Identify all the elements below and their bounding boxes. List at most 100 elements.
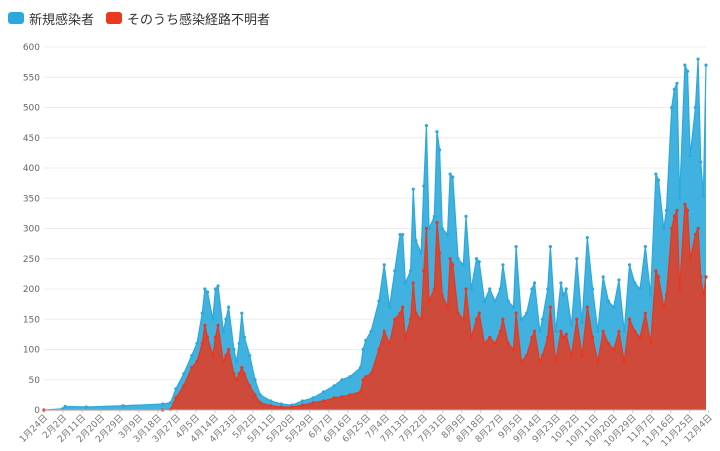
data-point bbox=[511, 305, 516, 309]
data-point bbox=[411, 187, 415, 191]
data-point bbox=[424, 226, 429, 231]
data-point bbox=[474, 257, 479, 261]
y-tick-label: 350 bbox=[23, 194, 40, 204]
data-point bbox=[279, 402, 283, 406]
data-point bbox=[469, 335, 473, 339]
data-point bbox=[448, 257, 452, 261]
data-point bbox=[205, 290, 210, 294]
data-point bbox=[414, 239, 418, 243]
data-point bbox=[445, 232, 450, 237]
data-point bbox=[525, 311, 529, 315]
data-point bbox=[461, 317, 465, 321]
y-tick-label: 300 bbox=[23, 225, 40, 235]
data-point bbox=[432, 214, 436, 218]
data-point bbox=[348, 375, 352, 379]
data-point bbox=[440, 293, 444, 297]
data-point bbox=[361, 378, 365, 382]
y-tick-label: 600 bbox=[23, 43, 40, 53]
data-point bbox=[182, 384, 186, 388]
data-point bbox=[440, 226, 444, 231]
data-point bbox=[664, 208, 669, 212]
data-point bbox=[688, 257, 692, 261]
data-point bbox=[701, 293, 705, 297]
data-point bbox=[269, 399, 273, 403]
data-point bbox=[672, 87, 676, 91]
data-point bbox=[182, 372, 186, 376]
y-tick-label: 250 bbox=[23, 255, 40, 265]
data-point bbox=[213, 335, 218, 339]
data-point bbox=[456, 311, 460, 315]
data-point bbox=[358, 390, 363, 394]
data-point bbox=[506, 299, 510, 303]
data-point bbox=[121, 404, 125, 408]
data-point bbox=[221, 329, 225, 333]
data-point bbox=[227, 347, 231, 352]
data-point bbox=[321, 390, 326, 394]
data-point bbox=[248, 384, 252, 388]
data-point bbox=[195, 360, 199, 364]
data-point bbox=[269, 404, 273, 408]
data-point bbox=[438, 251, 442, 255]
y-tick-label: 500 bbox=[23, 104, 40, 114]
data-point bbox=[361, 347, 365, 352]
data-point bbox=[409, 269, 413, 273]
data-point bbox=[242, 335, 247, 339]
data-point bbox=[519, 317, 523, 321]
data-point bbox=[704, 63, 708, 67]
data-point bbox=[445, 305, 450, 309]
data-point bbox=[638, 287, 642, 291]
data-point bbox=[63, 404, 67, 408]
data-point bbox=[649, 341, 653, 346]
data-point bbox=[203, 323, 207, 327]
data-point bbox=[311, 396, 315, 400]
legend-swatch-new-cases bbox=[8, 12, 24, 24]
data-point bbox=[401, 232, 405, 237]
data-point bbox=[237, 372, 241, 376]
y-tick-label: 550 bbox=[23, 73, 40, 83]
data-point bbox=[569, 323, 574, 327]
data-point bbox=[654, 172, 658, 176]
data-point bbox=[696, 226, 700, 231]
data-point bbox=[377, 299, 381, 303]
data-point bbox=[340, 395, 344, 399]
data-point bbox=[414, 311, 418, 315]
data-point bbox=[498, 329, 502, 333]
data-point bbox=[596, 360, 600, 364]
data-point bbox=[300, 399, 305, 403]
data-point bbox=[224, 317, 228, 321]
data-point bbox=[493, 299, 497, 303]
data-point bbox=[190, 353, 194, 358]
data-point bbox=[84, 405, 88, 409]
legend-item-new-cases[interactable]: 新規感染者 bbox=[8, 9, 94, 28]
data-point bbox=[530, 335, 534, 339]
data-point bbox=[211, 317, 215, 321]
data-point bbox=[564, 332, 568, 336]
data-point bbox=[451, 175, 455, 179]
data-point bbox=[654, 269, 658, 273]
data-point bbox=[456, 257, 460, 261]
data-point bbox=[242, 372, 247, 376]
data-point bbox=[403, 281, 407, 285]
data-point bbox=[253, 378, 257, 382]
data-point bbox=[382, 329, 386, 333]
data-point bbox=[569, 353, 574, 358]
data-point bbox=[688, 154, 692, 158]
data-point bbox=[596, 329, 600, 333]
data-point bbox=[451, 263, 455, 267]
data-point bbox=[606, 341, 611, 346]
data-point bbox=[612, 347, 616, 352]
legend-item-unknown-route[interactable]: そのうち感染経路不明者 bbox=[106, 9, 270, 28]
data-point bbox=[253, 393, 257, 397]
data-point bbox=[290, 405, 294, 409]
data-point bbox=[670, 105, 674, 110]
data-point bbox=[401, 305, 405, 309]
data-point bbox=[477, 311, 481, 315]
data-point bbox=[683, 63, 687, 67]
data-point bbox=[174, 387, 178, 391]
data-point bbox=[548, 305, 552, 309]
data-point bbox=[617, 278, 621, 282]
data-point bbox=[501, 317, 505, 321]
data-point bbox=[232, 347, 236, 352]
data-point bbox=[237, 341, 241, 346]
